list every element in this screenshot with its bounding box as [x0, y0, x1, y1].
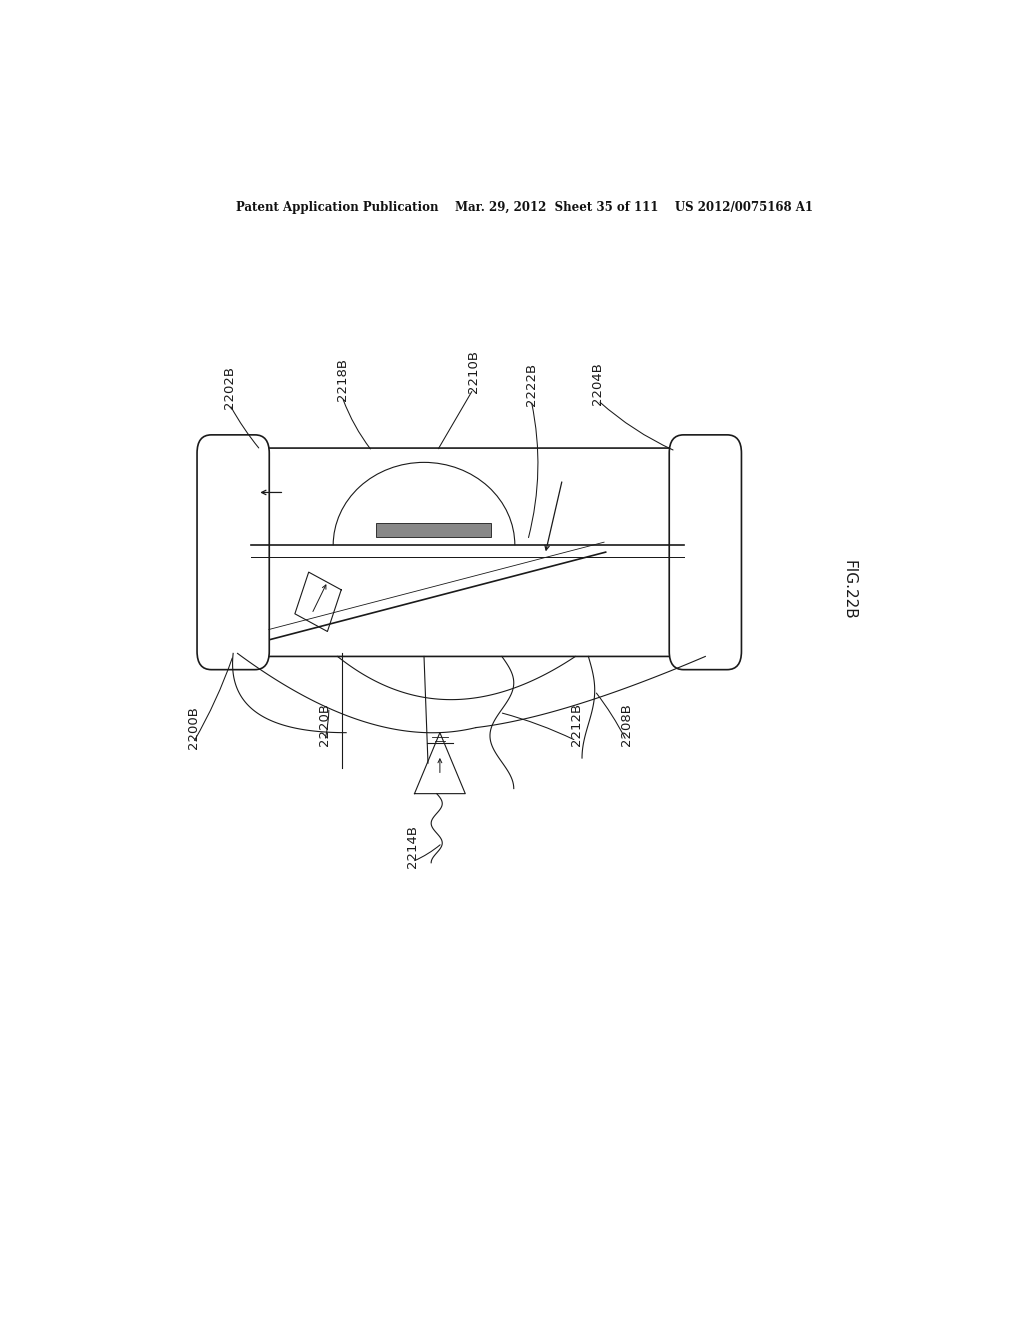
Bar — [377, 523, 492, 537]
Text: 2214B: 2214B — [406, 825, 419, 869]
FancyBboxPatch shape — [247, 447, 687, 656]
FancyBboxPatch shape — [670, 434, 741, 669]
FancyBboxPatch shape — [197, 434, 269, 669]
Text: 2212B: 2212B — [570, 704, 583, 746]
Text: 2220B: 2220B — [318, 704, 332, 746]
Text: 2222B: 2222B — [524, 363, 538, 405]
Text: Patent Application Publication    Mar. 29, 2012  Sheet 35 of 111    US 2012/0075: Patent Application Publication Mar. 29, … — [237, 201, 813, 214]
Text: 2208B: 2208B — [620, 704, 633, 746]
Text: 2202B: 2202B — [223, 366, 237, 409]
Text: 2200B: 2200B — [186, 706, 200, 748]
Text: 2204B: 2204B — [591, 363, 604, 405]
Text: 2218B: 2218B — [336, 359, 349, 401]
Text: FIG.22B: FIG.22B — [841, 561, 856, 620]
Text: 2210B: 2210B — [467, 350, 479, 393]
